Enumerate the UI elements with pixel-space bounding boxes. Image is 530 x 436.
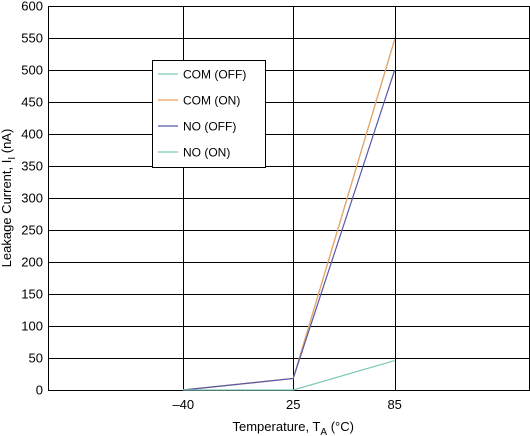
y-tick-label: 150 <box>21 287 43 302</box>
series-line <box>183 69 396 391</box>
y-tick-label: 100 <box>21 319 43 334</box>
y-axis-title-subscript: I <box>7 157 18 160</box>
x-tick-label: 85 <box>387 397 401 412</box>
y-tick-label: 550 <box>21 31 43 46</box>
y-tick-label: 300 <box>21 191 43 206</box>
y-tick-label: 250 <box>21 223 43 238</box>
series-line <box>183 360 395 391</box>
legend: COM (OFF) COM (ON) NO (OFF) NO (ON) <box>152 60 266 168</box>
legend-entry-label: COM (ON) <box>183 94 240 108</box>
x-tick-label: –40 <box>172 397 194 412</box>
y-axis-tick-labels: 0 50 100 150 200 250 300 350 400 450 500 550 600 <box>21 0 43 398</box>
x-tick-label: 25 <box>286 397 300 412</box>
y-tick-label: 500 <box>21 63 43 78</box>
y-tick-label: 50 <box>29 351 43 366</box>
series-lines <box>183 39 396 391</box>
legend-entry-label: COM (OFF) <box>183 68 246 82</box>
y-tick-label: 400 <box>21 127 43 142</box>
legend-entry-label: NO (OFF) <box>183 120 236 134</box>
legend-entry-label: NO (ON) <box>183 146 230 160</box>
y-tick-label: 600 <box>21 0 43 14</box>
y-tick-label: 0 <box>36 383 43 398</box>
x-axis-title: Temperature, TA (°C) <box>233 419 354 436</box>
legend-items: COM (OFF) COM (ON) NO (OFF) NO (ON) <box>158 68 246 160</box>
y-axis-title: Leakage Current, II (nA) <box>0 129 18 268</box>
y-axis-title-main: Leakage Current, I <box>0 160 14 268</box>
legend-box <box>152 60 266 168</box>
y-axis-title-unit: (nA) <box>0 129 14 157</box>
x-axis-title-subscript: A <box>320 427 327 436</box>
x-axis-title-main: Temperature, T <box>233 419 321 434</box>
x-axis-tick-labels: –40 25 85 <box>172 397 401 412</box>
grid-lines <box>48 6 530 391</box>
y-tick-label: 200 <box>21 255 43 270</box>
y-tick-label: 350 <box>21 159 43 174</box>
y-tick-label: 450 <box>21 95 43 110</box>
x-axis-title-unit: (°C) <box>327 419 354 434</box>
